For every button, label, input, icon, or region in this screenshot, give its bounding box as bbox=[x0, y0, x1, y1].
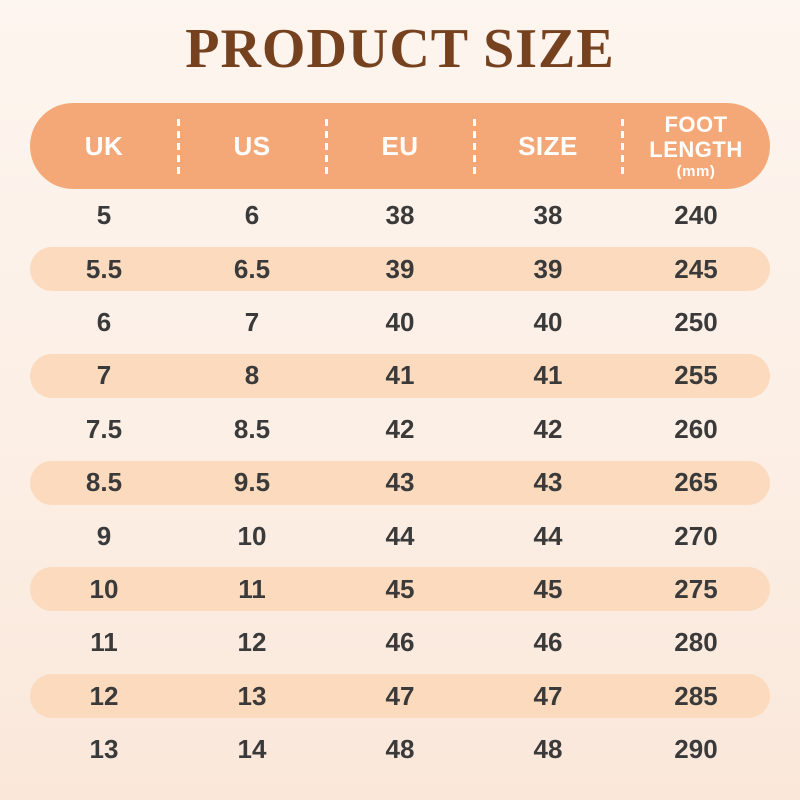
cell-eu: 47 bbox=[385, 680, 415, 711]
table-row: 9 10 44 44 270 bbox=[30, 509, 770, 562]
cell-uk: 13 bbox=[89, 734, 119, 765]
cell-us: 8.5 bbox=[233, 413, 271, 444]
cell-size: 43 bbox=[533, 467, 563, 498]
table-row: 8.5 9.5 43 43 265 bbox=[30, 456, 770, 509]
table-row: 5 6 38 38 240 bbox=[30, 189, 770, 242]
cell-foot_length: 240 bbox=[674, 200, 718, 231]
cell-size: 44 bbox=[533, 520, 563, 551]
cell-eu: 44 bbox=[385, 520, 415, 551]
table-row: 7 8 41 41 255 bbox=[30, 349, 770, 402]
header-cell-size: SIZE bbox=[474, 131, 622, 162]
cell-size: 47 bbox=[533, 680, 563, 711]
cell-foot_length: 255 bbox=[674, 360, 718, 391]
table-row: 13 14 48 48 290 bbox=[30, 723, 770, 776]
cell-foot_length: 270 bbox=[674, 520, 718, 551]
cell-eu: 42 bbox=[385, 413, 415, 444]
header-label-eu: EU bbox=[381, 130, 419, 161]
table-row: 12 13 47 47 285 bbox=[30, 670, 770, 723]
cell-uk: 5 bbox=[96, 200, 112, 231]
cell-foot_length: 250 bbox=[674, 306, 718, 337]
cell-eu: 45 bbox=[385, 573, 415, 604]
cell-eu: 41 bbox=[385, 360, 415, 391]
cell-size: 40 bbox=[533, 306, 563, 337]
table-body: 5 6 38 38 240 5.5 6.5 39 39 245 6 7 40 40 250 7 8 41 41 255… bbox=[30, 189, 770, 776]
cell-uk: 9 bbox=[96, 520, 112, 551]
cell-eu: 43 bbox=[385, 467, 415, 498]
header-unit-mm: (mm) bbox=[676, 163, 716, 181]
cell-us: 12 bbox=[237, 627, 267, 658]
column-divider-dashed bbox=[621, 119, 624, 174]
table-row: 11 12 46 46 280 bbox=[30, 616, 770, 669]
cell-us: 9.5 bbox=[233, 467, 271, 498]
cell-eu: 46 bbox=[385, 627, 415, 658]
cell-uk: 7 bbox=[96, 360, 112, 391]
cell-uk: 5.5 bbox=[85, 253, 123, 284]
header-label-size: SIZE bbox=[518, 130, 578, 161]
cell-us: 8 bbox=[244, 360, 260, 391]
table-row: 10 11 45 45 275 bbox=[30, 563, 770, 616]
cell-uk: 12 bbox=[89, 680, 119, 711]
cell-size: 45 bbox=[533, 573, 563, 604]
cell-us: 10 bbox=[237, 520, 267, 551]
cell-us: 7 bbox=[244, 306, 260, 337]
cell-foot_length: 285 bbox=[674, 680, 718, 711]
cell-eu: 38 bbox=[385, 200, 415, 231]
header-cell-uk: UK bbox=[30, 131, 178, 162]
cell-us: 13 bbox=[237, 680, 267, 711]
header-cell-foot-length: FOOT LENGTH (mm) bbox=[622, 112, 770, 181]
cell-foot_length: 245 bbox=[674, 253, 718, 284]
header-cell-eu: EU bbox=[326, 131, 474, 162]
cell-us: 14 bbox=[237, 734, 267, 765]
cell-size: 41 bbox=[533, 360, 563, 391]
table-row: 6 7 40 40 250 bbox=[30, 296, 770, 349]
column-divider-dashed bbox=[177, 119, 180, 174]
cell-uk: 10 bbox=[89, 573, 119, 604]
column-divider-dashed bbox=[325, 119, 328, 174]
size-table: UK US EU SIZE FOOT LENGTH (mm) 5 6 38 38 240… bbox=[30, 103, 770, 776]
cell-uk: 7.5 bbox=[85, 413, 123, 444]
cell-foot_length: 290 bbox=[674, 734, 718, 765]
cell-size: 48 bbox=[533, 734, 563, 765]
header-label-uk: UK bbox=[84, 130, 124, 161]
cell-uk: 6 bbox=[96, 306, 112, 337]
page-title: PRODUCT SIZE bbox=[185, 18, 615, 80]
cell-eu: 40 bbox=[385, 306, 415, 337]
cell-foot_length: 265 bbox=[674, 467, 718, 498]
cell-size: 39 bbox=[533, 253, 563, 284]
cell-uk: 11 bbox=[90, 627, 118, 658]
cell-size: 46 bbox=[533, 627, 563, 658]
cell-us: 11 bbox=[238, 573, 266, 604]
table-row: 7.5 8.5 42 42 260 bbox=[30, 403, 770, 456]
cell-foot_length: 260 bbox=[674, 413, 718, 444]
column-divider-dashed bbox=[473, 119, 476, 174]
cell-us: 6.5 bbox=[233, 253, 271, 284]
cell-eu: 48 bbox=[385, 734, 415, 765]
cell-foot_length: 280 bbox=[674, 627, 718, 658]
cell-size: 38 bbox=[533, 200, 563, 231]
header-cell-us: US bbox=[178, 131, 326, 162]
table-header: UK US EU SIZE FOOT LENGTH (mm) bbox=[30, 103, 770, 189]
cell-us: 6 bbox=[244, 200, 260, 231]
header-label-us: US bbox=[233, 130, 271, 161]
cell-uk: 8.5 bbox=[85, 467, 123, 498]
cell-size: 42 bbox=[533, 413, 563, 444]
header-label-foot-length: FOOT LENGTH bbox=[649, 111, 743, 162]
cell-foot_length: 275 bbox=[674, 573, 718, 604]
cell-eu: 39 bbox=[385, 253, 415, 284]
table-row: 5.5 6.5 39 39 245 bbox=[30, 242, 770, 295]
